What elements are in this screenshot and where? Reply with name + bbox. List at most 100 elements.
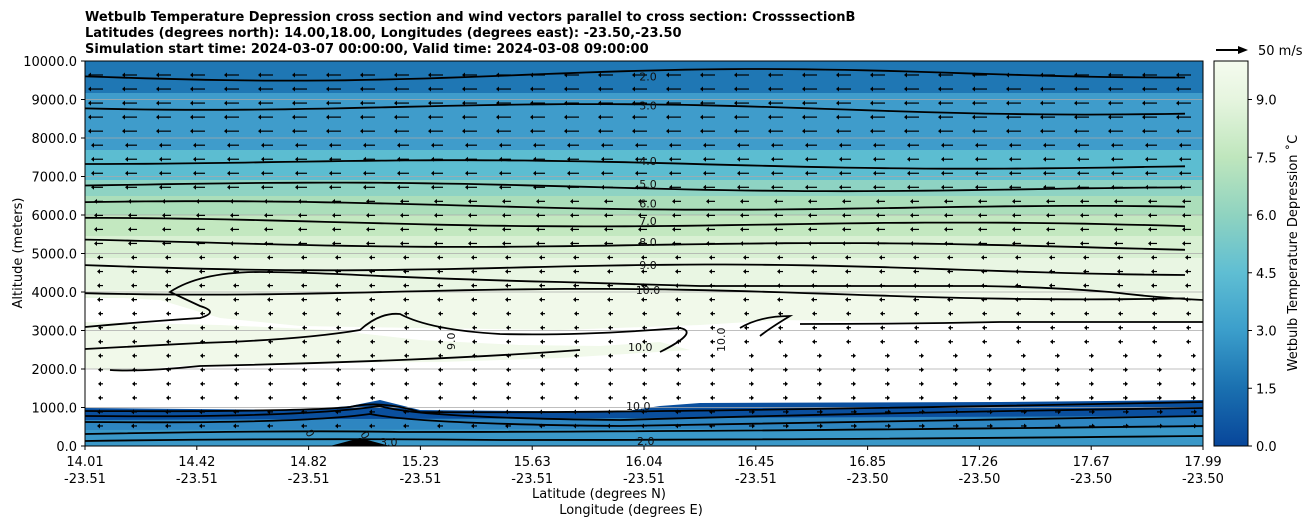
contour-bl-2 <box>85 405 1203 421</box>
wind-vector-head <box>573 269 576 275</box>
wind-vector-head <box>574 339 577 345</box>
wind-vector-head <box>1145 156 1148 162</box>
wind-vector-head <box>604 226 607 232</box>
wind-vector-head <box>128 212 131 218</box>
wind-vector-head <box>462 86 465 92</box>
wind-vector-head <box>496 128 499 134</box>
wind-vector-head <box>744 311 747 317</box>
wind-vector-head <box>434 240 437 246</box>
wind-vector-head <box>224 100 227 106</box>
wind-vector-head <box>676 367 679 373</box>
wind-vector-head <box>471 423 474 429</box>
wind-vector-head <box>128 240 131 246</box>
wind-vector-head <box>642 395 645 401</box>
wind-vector-head <box>261 142 264 148</box>
wind-vector-head <box>1046 198 1049 204</box>
wind-vector-head <box>468 226 471 232</box>
wind-vector-head <box>975 170 978 176</box>
wind-vector-head <box>642 325 645 331</box>
wind-vector-head <box>298 212 301 218</box>
wind-vector-head <box>336 339 339 345</box>
wind-vector-head <box>162 226 165 232</box>
wind-vector-head <box>132 381 135 387</box>
wind-vector-head <box>292 114 295 120</box>
wind-vector-head <box>125 156 128 162</box>
wind-vector-head <box>472 339 475 345</box>
wind-vector-head <box>122 128 125 134</box>
wind-vector-head <box>360 100 363 106</box>
colorbar-ticks: 0.0 1.5 3.0 4.5 6.0 7.5 9.0 <box>1248 94 1277 455</box>
wind-vector-head <box>938 114 941 120</box>
wind-vector-head <box>785 353 788 359</box>
x-tick-label-lon: -23.51 <box>511 472 553 487</box>
wind-vector-head <box>502 226 505 232</box>
wind-vector-head <box>1111 142 1114 148</box>
wind-vector-head <box>536 198 539 204</box>
wind-vector-head <box>540 395 543 401</box>
wind-vector-head <box>632 114 635 120</box>
wind-vector-head <box>156 114 159 120</box>
wind-vector-head <box>1108 114 1111 120</box>
x-tick-label-lon: -23.51 <box>64 472 106 487</box>
wind-vector-head <box>326 86 329 92</box>
wind-vector-head <box>778 311 781 317</box>
wind-vector-head <box>1148 212 1151 218</box>
wind-vector-head <box>1117 283 1120 289</box>
wind-vector-head <box>768 72 771 78</box>
wind-vector-head <box>982 339 985 345</box>
wind-vector-head <box>332 226 335 232</box>
wind-vector-head <box>938 128 941 134</box>
wind-vector-head <box>227 142 230 148</box>
y-tick-label: 0.0 <box>56 440 77 455</box>
wind-vector-head <box>190 86 193 92</box>
wind-vector-head <box>1080 198 1083 204</box>
wind-vector-head <box>366 212 369 218</box>
wind-vector-head <box>97 255 100 260</box>
wind-vector-head <box>302 353 305 359</box>
wind-vector-head <box>601 156 604 162</box>
wind-vector-head <box>802 114 805 120</box>
wind-vector-head <box>292 86 295 92</box>
wind-vector-head <box>302 325 305 331</box>
wind-vector-head <box>574 325 577 331</box>
wind-vector-head <box>737 156 740 162</box>
wind-vector-head <box>921 395 924 401</box>
wind-vector-head <box>564 114 567 120</box>
wind-vector-head <box>1114 240 1117 246</box>
wind-vector-head <box>601 170 604 176</box>
colorbar-tick-label: 1.5 <box>1256 382 1277 397</box>
wind-vector-head <box>1142 128 1145 134</box>
wind-vector-head <box>1108 128 1111 134</box>
wind-vector-head <box>836 114 839 120</box>
wind-vector-head <box>955 395 958 401</box>
wind-vector-head <box>267 255 270 260</box>
wind-vector-head <box>400 226 403 232</box>
wind-vector-head <box>574 353 577 359</box>
wind-vector-head <box>734 100 737 106</box>
wind-vector-head <box>403 297 406 303</box>
wind-vector-head <box>360 86 363 92</box>
wind-vector-head <box>400 212 403 218</box>
wind-vector-head <box>887 395 890 401</box>
wind-vector-head <box>641 297 644 303</box>
wind-vector-head <box>234 353 237 359</box>
wind-vector-head <box>638 226 641 232</box>
wind-vector-head <box>332 212 335 218</box>
contour-labels: 2.0 3.0 4.0 5.0 6.0 7.0 8.0 9.0 10.0 <box>636 70 661 297</box>
wind-vector-head <box>972 114 975 120</box>
y-tick-label: 6000.0 <box>32 209 78 224</box>
wind-vector-head <box>740 212 743 218</box>
wind-vector-head <box>774 198 777 204</box>
wind-vector-head <box>601 142 604 148</box>
wind-vector-head <box>1148 226 1151 232</box>
wind-vector-head <box>434 198 437 204</box>
wind-vector-head <box>710 367 713 373</box>
wind-vector-head <box>403 283 406 289</box>
wind-vector-head <box>394 86 397 92</box>
wind-vector-head <box>1111 156 1114 162</box>
wind-vector-head <box>1148 240 1151 246</box>
wind-vector-head <box>125 170 128 176</box>
wind-vector-head <box>703 170 706 176</box>
wind-vector-head <box>499 184 502 190</box>
wind-vector-head <box>428 72 431 78</box>
